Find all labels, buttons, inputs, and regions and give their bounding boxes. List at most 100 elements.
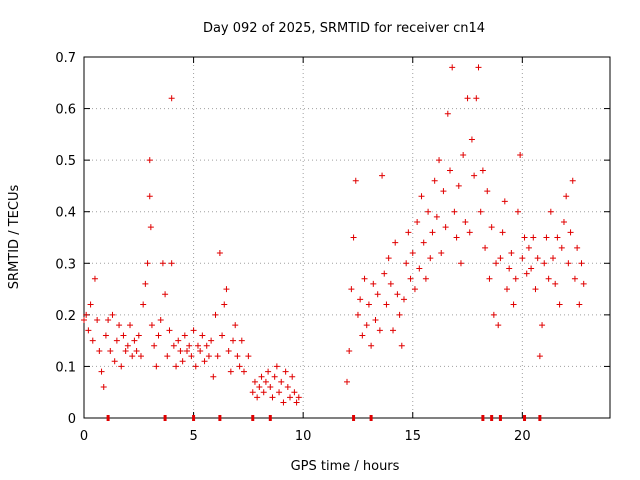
data-point (109, 311, 116, 318)
data-point (230, 337, 237, 344)
data-point (147, 224, 154, 231)
data-point (550, 255, 557, 262)
data-point (563, 193, 570, 200)
data-point (135, 332, 142, 339)
zero-marker (538, 415, 542, 421)
data-point (429, 229, 436, 236)
zero-marker (352, 415, 356, 421)
data-point (444, 110, 451, 117)
data-point (560, 219, 567, 226)
data-point (440, 188, 447, 195)
data-point (276, 389, 283, 396)
data-point (278, 378, 285, 385)
data-point (83, 311, 90, 318)
data-point (361, 275, 368, 282)
data-point (352, 177, 359, 184)
data-point (475, 64, 482, 71)
data-point (396, 311, 403, 318)
data-point (514, 208, 521, 215)
data-point (357, 296, 364, 303)
plot-frame (83, 56, 611, 419)
x-axis-label: GPS time / hours (291, 459, 400, 474)
data-point (376, 327, 383, 334)
data-point (238, 337, 245, 344)
data-point (232, 322, 239, 329)
data-point (372, 317, 379, 324)
data-point (293, 399, 300, 406)
data-point (409, 249, 416, 256)
data-point (418, 193, 425, 200)
chart-title: Day 092 of 2025, SRMTID for receiver cn1… (203, 21, 485, 36)
data-point (525, 244, 532, 251)
data-point (503, 286, 510, 293)
data-point (236, 363, 243, 370)
data-point (484, 188, 491, 195)
data-point (383, 301, 390, 308)
zero-marker (163, 415, 167, 421)
data-point (420, 239, 427, 246)
data-point (479, 167, 486, 174)
data-point (392, 239, 399, 246)
x-tick-label: 20 (514, 429, 531, 444)
data-point (260, 389, 267, 396)
y-tick-label: 0.1 (55, 360, 76, 375)
data-point (403, 260, 410, 267)
data-point (370, 280, 377, 287)
x-tick-label: 5 (189, 429, 197, 444)
data-point (442, 224, 449, 231)
data-point (411, 286, 418, 293)
data-point (405, 229, 412, 236)
data-point (433, 213, 440, 220)
data-point (365, 301, 372, 308)
data-point (210, 373, 217, 380)
data-point (495, 322, 502, 329)
zero-marker (523, 415, 527, 421)
y-tick-label: 0.5 (55, 154, 76, 169)
data-point (501, 198, 508, 205)
zero-marker (192, 415, 196, 421)
data-point (186, 342, 193, 349)
data-point (363, 322, 370, 329)
data-point (523, 270, 530, 277)
data-point (449, 64, 456, 71)
data-point (464, 95, 471, 102)
data-point (541, 260, 548, 267)
data-point (576, 301, 583, 308)
data-point (528, 265, 535, 272)
data-point (190, 327, 197, 334)
data-point (265, 368, 272, 375)
data-point (258, 373, 265, 380)
y-tick-label: 0 (68, 412, 76, 427)
data-point (350, 234, 357, 241)
data-point (482, 244, 489, 251)
data-point (453, 234, 460, 241)
data-point (451, 208, 458, 215)
x-tick-label: 15 (404, 429, 421, 444)
data-point (175, 337, 182, 344)
data-point (508, 249, 515, 256)
data-point (168, 95, 175, 102)
data-point (240, 368, 247, 375)
data-point (166, 327, 173, 334)
zero-marker (251, 415, 255, 421)
data-point (153, 363, 160, 370)
data-point (203, 342, 210, 349)
data-point (148, 322, 155, 329)
data-points (81, 64, 587, 406)
data-point (539, 322, 546, 329)
data-point (344, 378, 350, 385)
data-point (280, 399, 287, 406)
data-point (273, 363, 280, 370)
data-point (162, 291, 169, 298)
data-point (536, 353, 543, 360)
data-point (151, 342, 158, 349)
data-point (368, 342, 375, 349)
data-point (105, 317, 112, 324)
y-tick-label: 0.4 (55, 206, 76, 221)
data-point (578, 260, 585, 267)
zero-marker (218, 415, 222, 421)
data-point (194, 342, 201, 349)
data-point (510, 301, 517, 308)
data-point (197, 347, 204, 354)
data-point (455, 182, 462, 189)
